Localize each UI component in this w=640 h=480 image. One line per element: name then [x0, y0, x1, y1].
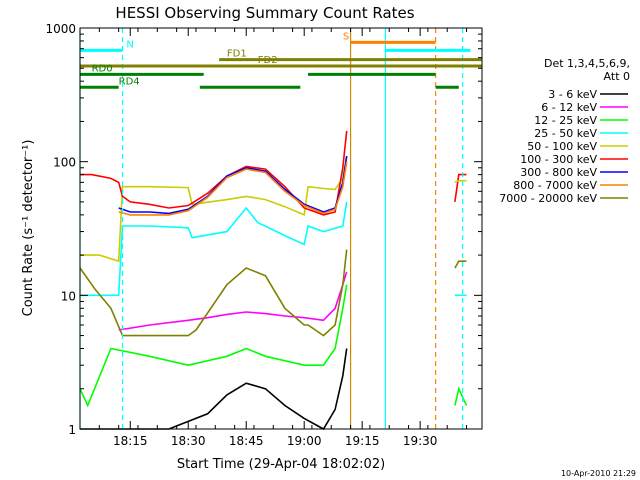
post-gap-line-0 — [454, 173, 467, 203]
plot-series-group — [79, 130, 468, 431]
series-line-2 — [79, 284, 348, 408]
post-gap-line-1 — [454, 179, 467, 184]
post-gap-line-4 — [454, 386, 468, 406]
legend-label-3: 25 - 50 keV — [534, 127, 597, 140]
x-tick-label-3: 19:00 — [287, 434, 322, 448]
chart-title: HESSI Observing Summary Count Rates — [115, 4, 414, 22]
flag-label-fd1: FD1 — [227, 49, 247, 60]
y-tick-label-2: 100 — [53, 156, 76, 170]
x-axis-label: Start Time (29-Apr-04 18:02:02) — [177, 457, 385, 472]
x-tick-label-2: 18:45 — [229, 434, 264, 448]
axes-group: 18:15 18:30 18:45 19:00 19:15 19:30 1 10 100 1000 — [45, 22, 482, 448]
x-tick-label-1: 18:30 — [171, 434, 206, 448]
legend-label-8: 7000 - 20000 keV — [499, 192, 597, 205]
timestamp: 10-Apr-2010 21:29 — [561, 469, 636, 478]
plot-frame — [79, 27, 483, 430]
series-line-1 — [118, 271, 348, 331]
legend-header-line-1: Det 1,3,4,5,6,9, — [544, 57, 630, 70]
legend-label-7: 800 - 7000 keV — [513, 179, 597, 192]
series-line-7 — [118, 161, 348, 216]
series-line-4 — [80, 155, 348, 263]
series-line-3 — [80, 201, 348, 297]
series-line-5 — [80, 130, 348, 216]
post-gap-line-3 — [454, 260, 467, 269]
legend-label-4: 50 - 100 keV — [527, 140, 597, 153]
flag-label-n: N — [126, 39, 133, 50]
legend-label-2: 12 - 25 keV — [534, 114, 597, 127]
y-tick-label-1: 10 — [61, 289, 76, 303]
y-tick-label-3: 1000 — [45, 22, 76, 36]
legend-label-1: 6 - 12 keV — [541, 101, 597, 114]
series-line-0 — [80, 348, 348, 431]
legend-label-0: 3 - 6 keV — [548, 88, 597, 101]
flag-label-rd0: RD0 — [92, 63, 113, 74]
y-axis-label: Count Rate (s⁻¹ detector⁻¹) — [21, 140, 36, 317]
flag-label-s: S — [343, 31, 349, 42]
legend-header-line-2: Att 0 — [604, 70, 630, 83]
x-tick-label-5: 19:30 — [403, 434, 438, 448]
series-line-8 — [79, 249, 348, 337]
x-tick-label-4: 19:15 — [345, 434, 380, 448]
x-tick-label-0: 18:15 — [113, 434, 148, 448]
legend-label-6: 300 - 800 keV — [520, 166, 597, 179]
flag-label-rd4: RD4 — [119, 76, 140, 87]
y-tick-label-0: 1 — [68, 423, 76, 437]
flag-bars-group: N S FD1 FD2 RD0 RD4 — [79, 28, 482, 429]
flag-label-fd2: FD2 — [258, 55, 278, 66]
series-line-6 — [118, 155, 348, 215]
legend-label-5: 100 - 300 keV — [520, 153, 597, 166]
